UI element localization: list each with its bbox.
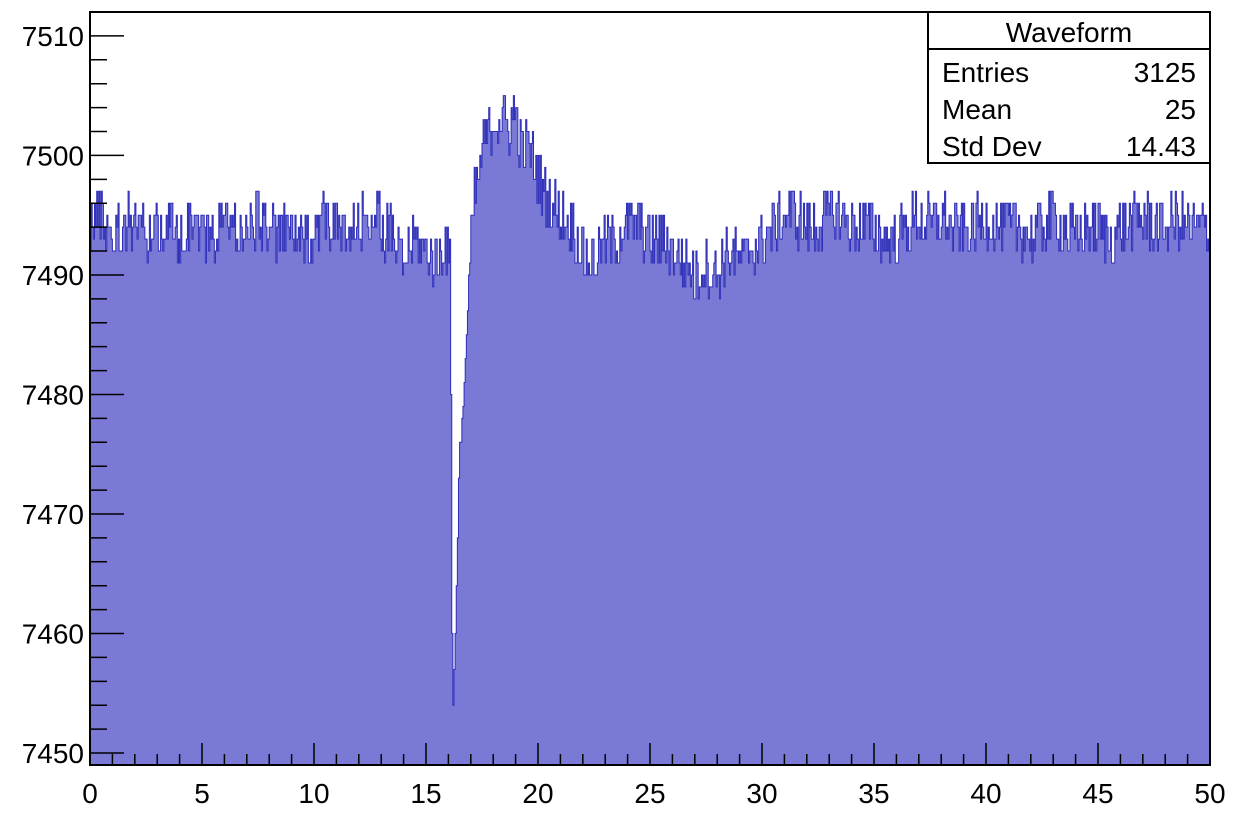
x-tick-label: 10	[298, 778, 329, 809]
stats-box: Waveform Entries 3125 Mean 25 Std Dev 14…	[927, 11, 1211, 164]
stats-label-std-dev: Std Dev	[942, 131, 1042, 162]
x-tick-label: 35	[858, 778, 889, 809]
stats-label-mean: Mean	[942, 94, 1012, 125]
stats-value-mean: 25	[1165, 94, 1196, 125]
stats-title: Waveform	[1006, 17, 1133, 48]
y-tick-label: 7510	[22, 21, 84, 52]
waveform-line	[90, 95, 1210, 706]
stats-value-entries: 3125	[1134, 57, 1196, 88]
stats-label-entries: Entries	[942, 57, 1029, 88]
axes: 0 5 10 15 20 25 30 35 40 45 50 7450 7460 7470 7480 7490…	[22, 11, 1226, 809]
x-tick-label: 20	[522, 778, 553, 809]
stats-value-std-dev: 14.43	[1126, 131, 1196, 162]
y-tick-label: 7460	[22, 619, 84, 650]
x-tick-label: 30	[746, 778, 777, 809]
waveform-series	[90, 95, 1210, 766]
x-tick-label: 15	[410, 778, 441, 809]
waveform-fill	[90, 95, 1210, 766]
x-tick-label: 5	[194, 778, 210, 809]
x-tick-label: 50	[1194, 778, 1225, 809]
y-tick-label: 7490	[22, 260, 84, 291]
x-tick-label: 0	[82, 778, 98, 809]
y-tick-label: 7480	[22, 379, 84, 410]
x-tick-label: 40	[970, 778, 1001, 809]
stats-box-frame	[927, 11, 1211, 164]
x-tick-label: 45	[1082, 778, 1113, 809]
y-tick-label: 7470	[22, 499, 84, 530]
x-tick-label: 25	[634, 778, 665, 809]
y-tick-label: 7450	[22, 738, 84, 769]
y-tick-label: 7500	[22, 140, 84, 171]
